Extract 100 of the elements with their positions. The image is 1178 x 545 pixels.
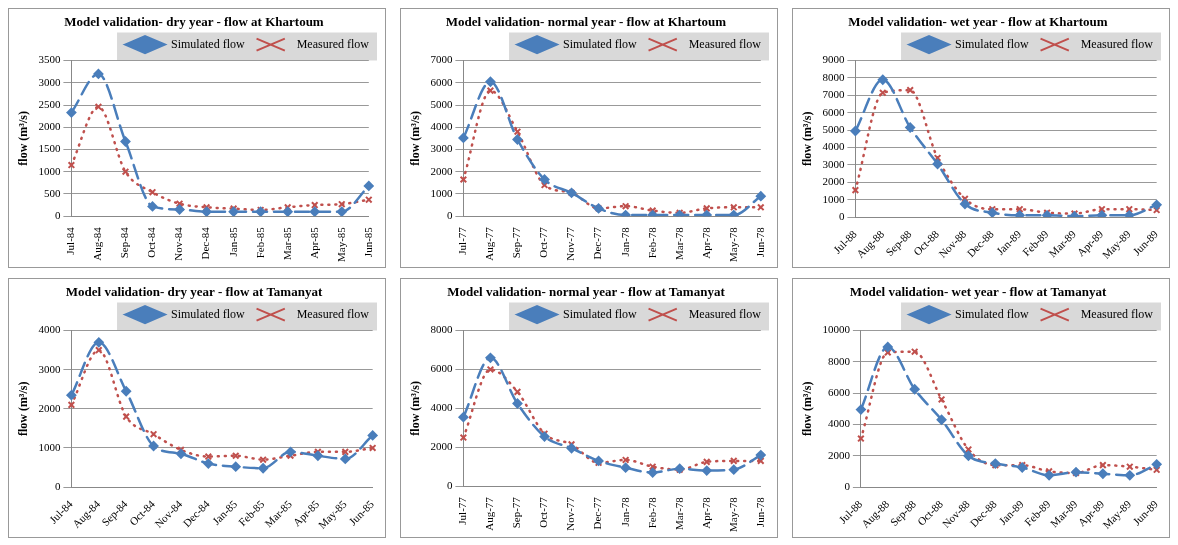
y-tick-label: 1000 (430, 186, 453, 199)
y-tick-label: 8000 (827, 354, 851, 367)
legend-label: Simulated flow (171, 36, 246, 51)
y-tick-label: 2000 (827, 448, 851, 461)
legend-label: Measured flow (688, 36, 762, 51)
x-tick-label: Sep-77 (510, 496, 523, 529)
x-tick-label: Mar-85 (280, 226, 293, 260)
x-tick-label: Dec-77 (591, 496, 604, 530)
legend-label: Simulated flow (955, 306, 1030, 321)
y-tick-label: 1000 (38, 164, 61, 177)
legend-label: Simulated flow (171, 306, 246, 321)
y-tick-label: 6000 (430, 362, 453, 375)
y-tick-label: 0 (838, 209, 845, 222)
x-tick-label: Jul-77 (456, 496, 469, 525)
x-tick-label: May-78 (726, 496, 739, 532)
y-tick-label: 5000 (822, 123, 845, 136)
x-tick-label: Jan-78 (618, 496, 631, 527)
x-tick-label: May-85 (334, 226, 347, 262)
y-tick-label: 500 (43, 186, 61, 199)
x-tick-label: Jul-77 (456, 226, 469, 255)
y-tick-label: 2000 (38, 120, 61, 133)
y-tick-label: 4000 (430, 120, 453, 133)
y-tick-label: 2000 (822, 175, 845, 188)
legend-label: Measured flow (296, 36, 370, 51)
y-tick-label: 3000 (38, 362, 61, 375)
x-tick-label: Feb-78 (645, 496, 658, 529)
legend-label: Measured flow (1080, 306, 1154, 321)
x-tick-label: Jun-85 (361, 226, 374, 258)
chart-title: Model validation- normal year - flow at Khartoum (445, 14, 727, 30)
x-tick-label: Aug-84 (91, 226, 104, 261)
x-tick-label: Oct-84 (145, 226, 158, 258)
x-tick-label: Feb-85 (253, 226, 266, 259)
y-tick-label: 3000 (38, 75, 61, 88)
y-axis-title: flow (m³/s) (16, 381, 31, 437)
y-axis-title: flow (m³/s) (408, 111, 423, 166)
y-tick-label: 6000 (827, 386, 851, 399)
y-tick-label: 5000 (430, 97, 453, 110)
x-tick-label: Aug-77 (483, 496, 496, 531)
y-tick-label: 4000 (38, 323, 61, 336)
x-tick-label: Nov-77 (564, 496, 577, 531)
x-tick-label: Jan-85 (226, 226, 239, 257)
y-axis-title: flow (m³/s) (800, 111, 815, 167)
chart-title: Model validation- dry year - flow at Khartoum (64, 14, 324, 30)
x-tick-label: Jun-78 (753, 496, 766, 528)
y-tick-label: 0 (446, 209, 453, 222)
chart-title: Model validation- dry year - flow at Tamanyat (65, 284, 323, 300)
x-tick-label: Apr-78 (699, 226, 712, 259)
y-tick-label: 0 (446, 479, 453, 492)
legend-label: Simulated flow (563, 36, 638, 51)
x-tick-label: Apr-85 (307, 226, 320, 259)
legend-label: Simulated flow (955, 36, 1030, 51)
y-tick-label: 2000 (38, 401, 61, 414)
x-tick-label: Mar-78 (672, 226, 685, 260)
y-tick-label: 9000 (822, 53, 845, 66)
y-tick-label: 2500 (38, 97, 61, 110)
y-tick-label: 3500 (38, 53, 61, 66)
y-tick-label: 4000 (822, 140, 845, 153)
y-tick-label: 2000 (430, 164, 453, 177)
x-tick-label: Oct-77 (537, 226, 550, 258)
y-tick-label: 8000 (822, 70, 845, 83)
y-axis-title: flow (m³/s) (800, 381, 815, 437)
x-tick-label: Nov-84 (172, 226, 185, 261)
y-tick-label: 1000 (822, 192, 845, 205)
y-tick-label: 0 (54, 209, 61, 222)
y-tick-label: 4000 (827, 417, 851, 430)
x-tick-label: May-78 (726, 226, 739, 262)
chart-title: Model validation- normal year - flow at Tamanyat (447, 284, 726, 300)
legend-label: Measured flow (1080, 36, 1154, 51)
chart-title: Model validation- wet year - flow at Tamanyat (849, 284, 1107, 300)
y-tick-label: 4000 (430, 401, 453, 414)
y-tick-label: 2000 (430, 440, 453, 453)
x-tick-label: Jul-84 (64, 226, 77, 255)
x-tick-label: Feb-78 (645, 226, 658, 259)
x-tick-label: Nov-77 (564, 226, 577, 261)
legend-label: Measured flow (296, 306, 370, 321)
legend-label: Simulated flow (563, 306, 638, 321)
y-tick-label: 1000 (38, 440, 61, 453)
y-axis-title: flow (m³/s) (16, 111, 31, 166)
y-tick-label: 6000 (822, 105, 845, 118)
legend-label: Measured flow (688, 306, 762, 321)
x-tick-label: Mar-78 (672, 496, 685, 530)
chart-title: Model validation- wet year - flow at Khartoum (848, 14, 1108, 30)
y-tick-label: 8000 (430, 323, 453, 336)
x-tick-label: Dec-77 (591, 226, 604, 260)
x-tick-label: Aug-77 (483, 226, 496, 261)
y-axis-title: flow (m³/s) (408, 381, 423, 436)
x-tick-label: Sep-77 (510, 226, 523, 259)
y-tick-label: 3000 (430, 142, 453, 155)
y-tick-label: 6000 (430, 75, 453, 88)
x-tick-label: Jun-78 (753, 226, 766, 258)
y-tick-label: 7000 (430, 53, 453, 66)
y-tick-label: 3000 (822, 157, 845, 170)
y-tick-label: 1500 (38, 142, 61, 155)
y-tick-label: 10000 (822, 323, 851, 336)
x-tick-label: Apr-78 (699, 496, 712, 529)
x-tick-label: Sep-84 (118, 226, 131, 259)
y-tick-label: 0 (844, 479, 851, 492)
x-tick-label: Jan-78 (618, 226, 631, 257)
y-tick-label: 0 (54, 479, 61, 492)
y-tick-label: 7000 (822, 88, 845, 101)
